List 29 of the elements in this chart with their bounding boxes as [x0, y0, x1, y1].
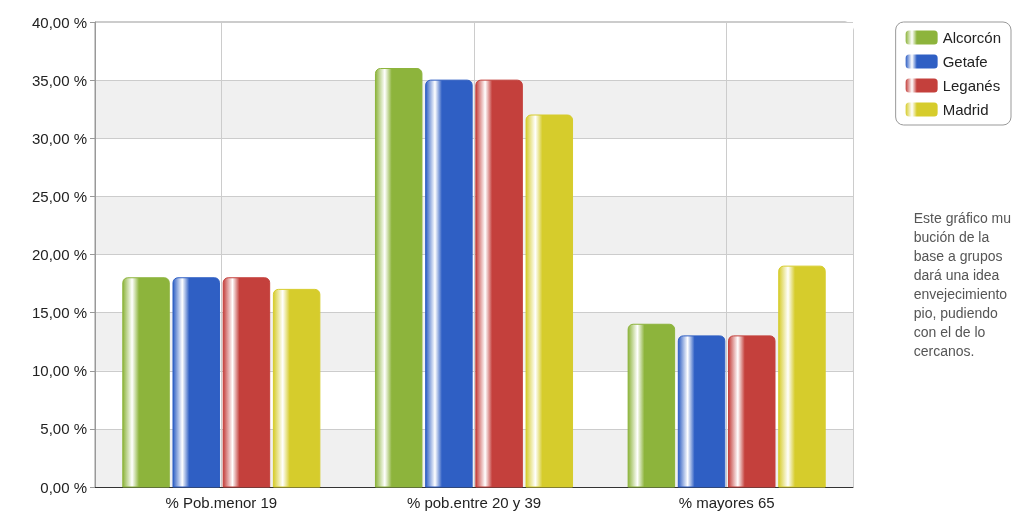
bar [425, 79, 473, 488]
text: Este gráfico mu bución de la base a grupos dará una idea envejecimiento pio, pudiendo con el de lo cercanos. [913, 209, 1011, 359]
bar [728, 335, 776, 488]
y-tick-label: 5,00 % [40, 420, 87, 438]
bar [475, 79, 523, 488]
bar [374, 68, 423, 488]
bar [525, 114, 574, 488]
y-tick-label: 0,00 % [40, 478, 87, 496]
legend-label: Madrid [942, 101, 989, 118]
bar [778, 265, 826, 488]
bar [222, 277, 271, 488]
y-tick-label: 20,00 % [31, 246, 87, 263]
bar [627, 323, 676, 488]
legend-label: Alcorcón [942, 29, 1001, 46]
bar [122, 277, 170, 488]
y-tick-label: 15,00 % [31, 304, 87, 322]
x-tick-label: % mayores 65 [678, 494, 775, 511]
x-tick-label: % Pob.menor 19 [165, 494, 278, 511]
y-tick-label: 30,00 % [31, 129, 87, 147]
legend-label: Getafe [942, 53, 988, 70]
bar [172, 277, 220, 488]
x-tick-label: % pob.entre 20 y 39 [406, 494, 542, 511]
y-tick-label: 10,00 % [31, 362, 87, 380]
bar [272, 288, 321, 488]
y-tick-label: 25,00 % [31, 187, 87, 205]
legend-label: Leganés [942, 77, 1001, 94]
y-tick-label: 35,00 % [31, 71, 87, 89]
y-tick-label: 40,00 % [31, 13, 87, 31]
bar [677, 335, 726, 488]
